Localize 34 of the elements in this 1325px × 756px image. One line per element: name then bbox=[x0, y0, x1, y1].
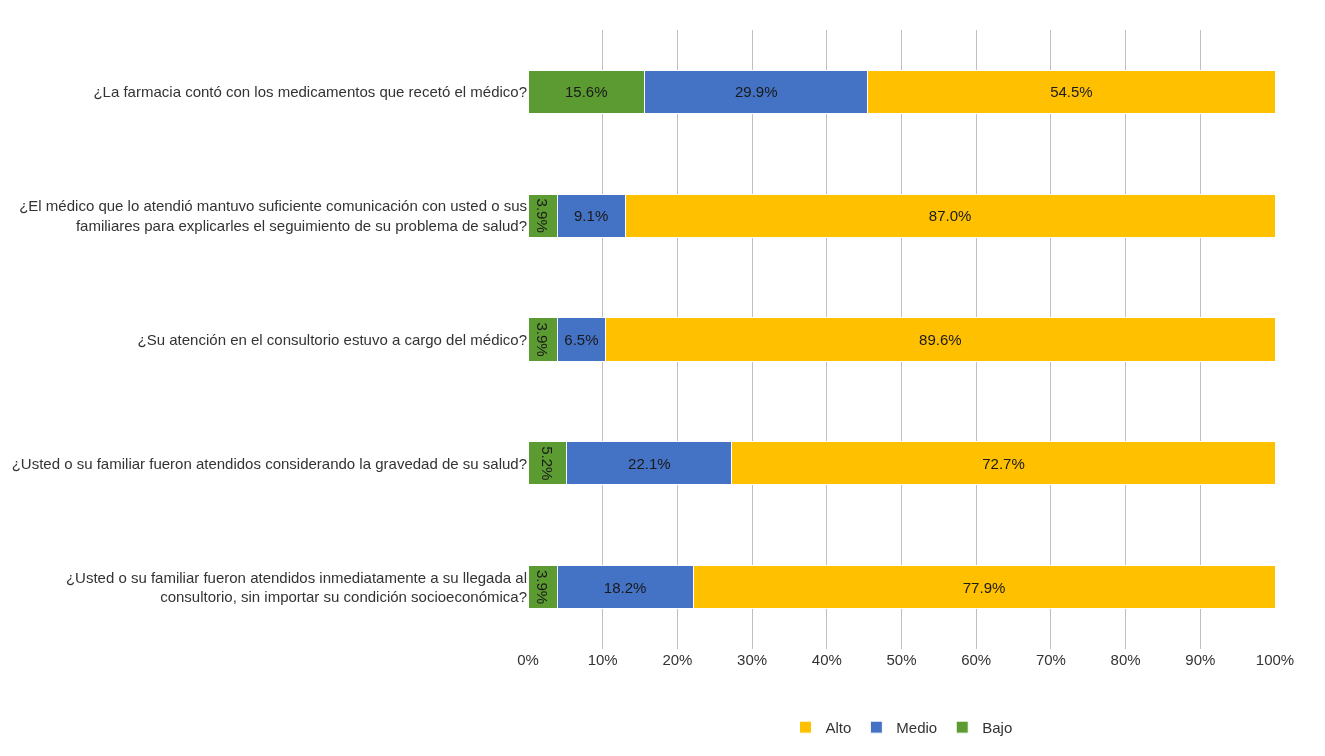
data-label: 5.2% bbox=[538, 446, 556, 481]
data-label: 18.2% bbox=[603, 578, 647, 596]
x-tick-label: 90% bbox=[1185, 651, 1216, 668]
data-label: 72.7% bbox=[982, 454, 1025, 472]
x-tick-label: 70% bbox=[1035, 651, 1066, 668]
y-tick-label: ¿El médico que lo atendió mantuvo suficiente comunicación con usted o sus familiares para explicarles el seguimiento de su problema de salud? bbox=[19, 197, 527, 234]
y-tick-label: ¿Usted o su familiar fueron atendidos considerando la gravedad de su salud? bbox=[11, 454, 527, 472]
y-tick-label: ¿La farmacia contó con los medicamentos que recetó el médico? bbox=[93, 83, 527, 101]
x-tick-label: 0% bbox=[517, 651, 539, 668]
x-tick-label: 100% bbox=[1255, 651, 1295, 668]
legend-label: Bajo bbox=[982, 719, 1013, 736]
x-tick-label: 50% bbox=[886, 651, 917, 668]
x-tick-label: 40% bbox=[811, 651, 842, 668]
data-label: 89.6% bbox=[919, 331, 962, 348]
data-label: 29.9% bbox=[734, 83, 778, 101]
x-tick-label: 80% bbox=[1110, 651, 1141, 668]
x-tick-label: 60% bbox=[961, 651, 992, 668]
data-label: 77.9% bbox=[962, 578, 1006, 596]
data-label: 15.6% bbox=[564, 83, 608, 101]
data-label: 87.0% bbox=[928, 207, 972, 225]
data-label: 3.9% bbox=[534, 570, 552, 605]
data-label: 22.1% bbox=[628, 454, 671, 472]
y-tick-label: ¿Usted o su familiar fueron atendidos inmediatamente a su llegada al consultorio, sin importar su condición socioeconómica? bbox=[65, 568, 527, 606]
data-label: 54.5% bbox=[1050, 83, 1093, 101]
legend-label: Alto bbox=[825, 719, 852, 736]
data-label: 9.1% bbox=[574, 207, 609, 225]
data-label: 3.9% bbox=[534, 198, 552, 233]
x-tick-label: 10% bbox=[587, 651, 618, 668]
data-label: 6.5% bbox=[564, 331, 599, 348]
x-tick-label: 20% bbox=[662, 651, 693, 668]
data-label: 3.9% bbox=[534, 322, 552, 357]
x-tick-label: 30% bbox=[737, 651, 768, 668]
y-tick-label: ¿Su atención en el consultorio estuvo a cargo del médico? bbox=[137, 330, 527, 348]
legend-label: Medio bbox=[896, 719, 938, 736]
